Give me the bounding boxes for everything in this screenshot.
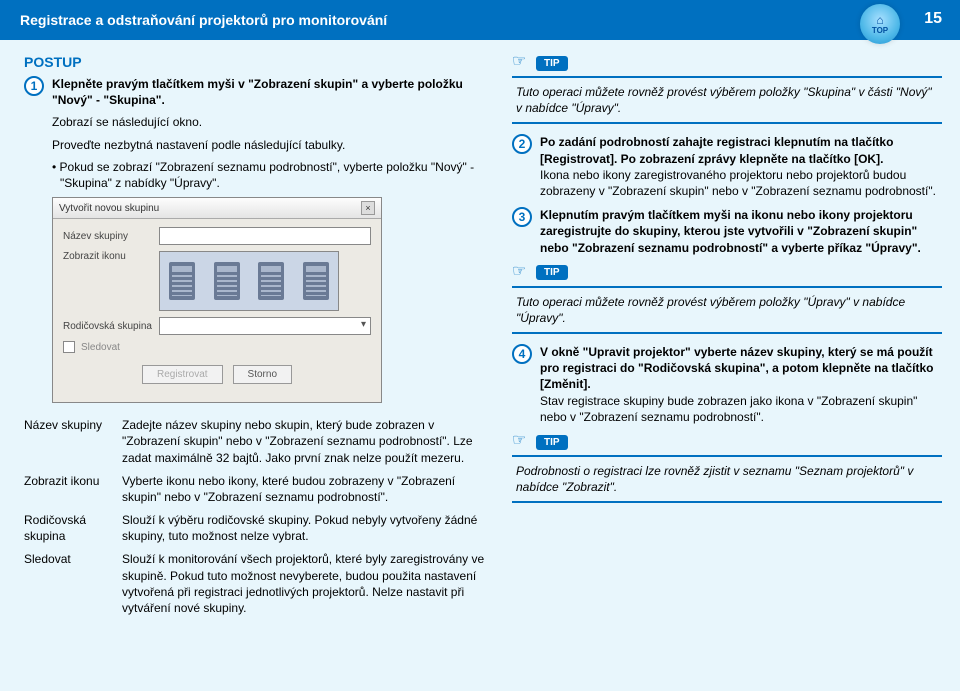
group-name-input[interactable]	[159, 227, 371, 245]
dlg-label-name: Název skupiny	[63, 231, 153, 242]
icon-picker[interactable]	[159, 251, 339, 311]
step1-line3: Proveďte nezbytná nastavení podle násled…	[52, 137, 494, 153]
table-row: Zobrazit ikonu Vyberte ikonu nebo ikony,…	[24, 469, 494, 508]
close-icon[interactable]: ×	[361, 201, 375, 215]
tip-header-3: ☞ TIP	[512, 433, 942, 451]
top-label: TOP	[872, 26, 888, 35]
table-row: Název skupiny Zadejte název skupiny nebo…	[24, 413, 494, 469]
step-number-2: 2	[512, 134, 532, 154]
step1-line2: Zobrazí se následující okno.	[52, 114, 494, 130]
right-column: ☞ TIP Tuto operaci můžete rovněž provést…	[512, 54, 942, 619]
tip-label: TIP	[536, 56, 568, 71]
table-row: Rodičovská skupina Slouží k výběru rodič…	[24, 508, 494, 547]
definitions-table: Název skupiny Zadejte název skupiny nebo…	[24, 413, 494, 619]
def-desc: Slouží k výběru rodičovské skupiny. Poku…	[122, 512, 494, 544]
parent-group-select[interactable]	[159, 317, 371, 335]
tip-hand-icon: ☞	[512, 264, 530, 282]
step-1: 1 Klepněte pravým tlačítkem myši v "Zobr…	[24, 76, 494, 108]
step1-bold: Klepněte pravým tlačítkem myši v "Zobraz…	[52, 77, 463, 107]
projector-icon[interactable]	[258, 262, 284, 300]
step-2: 2 Po zadání podrobností zahajte registra…	[512, 134, 942, 199]
step-number-3: 3	[512, 207, 532, 227]
step4-bold: V okně "Upravit projektor" vyberte název…	[540, 345, 933, 391]
tip-box-1: Tuto operaci můžete rovněž provést výběr…	[512, 76, 942, 124]
create-group-dialog: Vytvořit novou skupinu × Název skupiny Z…	[52, 197, 382, 403]
step2-rest: Ikona nebo ikony zaregistrovaného projek…	[540, 168, 936, 198]
step-number-1: 1	[24, 76, 44, 96]
projector-icon[interactable]	[169, 262, 195, 300]
home-icon: ⌂	[876, 14, 883, 26]
tip-hand-icon: ☞	[512, 54, 530, 72]
dialog-titlebar: Vytvořit novou skupinu ×	[53, 198, 381, 219]
dlg-label-parent: Rodičovská skupina	[63, 321, 153, 332]
step1-bullet: • Pokud se zobrazí "Zobrazení seznamu po…	[52, 159, 494, 191]
content-area: POSTUP 1 Klepněte pravým tlačítkem myši …	[0, 40, 960, 633]
def-desc: Zadejte název skupiny nebo skupin, který…	[122, 417, 494, 466]
def-term: Zobrazit ikonu	[24, 473, 116, 505]
tip-header-2: ☞ TIP	[512, 264, 942, 282]
projector-icon[interactable]	[214, 262, 240, 300]
def-term: Sledovat	[24, 551, 116, 616]
tip-box-2: Tuto operaci můžete rovněž provést výběr…	[512, 286, 942, 334]
def-term: Rodičovská skupina	[24, 512, 116, 544]
def-desc: Vyberte ikonu nebo ikony, které budou zo…	[122, 473, 494, 505]
dlg-label-icon: Zobrazit ikonu	[63, 251, 153, 262]
tip-label: TIP	[536, 265, 568, 280]
dlg-label-monitor: Sledovat	[81, 342, 120, 353]
register-button[interactable]: Registrovat	[142, 365, 223, 384]
tip-hand-icon: ☞	[512, 433, 530, 451]
step4-rest: Stav registrace skupiny bude zobrazen ja…	[540, 394, 917, 424]
monitor-checkbox[interactable]	[63, 341, 75, 353]
def-desc: Slouží k monitorování všech projektorů, …	[122, 551, 494, 616]
tip-box-3: Podrobnosti o registraci lze rovněž zjis…	[512, 455, 942, 503]
step-4: 4 V okně "Upravit projektor" vyberte náz…	[512, 344, 942, 425]
step2-bold: Po zadání podrobností zahajte registraci…	[540, 135, 893, 165]
dialog-title: Vytvořit novou skupinu	[59, 203, 159, 214]
postup-heading: POSTUP	[24, 54, 494, 70]
projector-icon[interactable]	[303, 262, 329, 300]
cancel-button[interactable]: Storno	[233, 365, 292, 384]
step-number-4: 4	[512, 344, 532, 364]
header-title: Registrace a odstraňování projektorů pro…	[20, 12, 387, 28]
top-badge[interactable]: ⌂ TOP	[860, 4, 900, 44]
step3-bold: Klepnutím pravým tlačítkem myši na ikonu…	[540, 208, 921, 254]
def-term: Název skupiny	[24, 417, 116, 466]
page-number: 15	[924, 10, 942, 28]
step-3: 3 Klepnutím pravým tlačítkem myši na iko…	[512, 207, 942, 256]
page-header: Registrace a odstraňování projektorů pro…	[0, 0, 960, 40]
left-column: POSTUP 1 Klepněte pravým tlačítkem myši …	[24, 54, 494, 619]
tip-header-1: ☞ TIP	[512, 54, 942, 72]
table-row: Sledovat Slouží k monitorování všech pro…	[24, 547, 494, 619]
tip-label: TIP	[536, 435, 568, 450]
